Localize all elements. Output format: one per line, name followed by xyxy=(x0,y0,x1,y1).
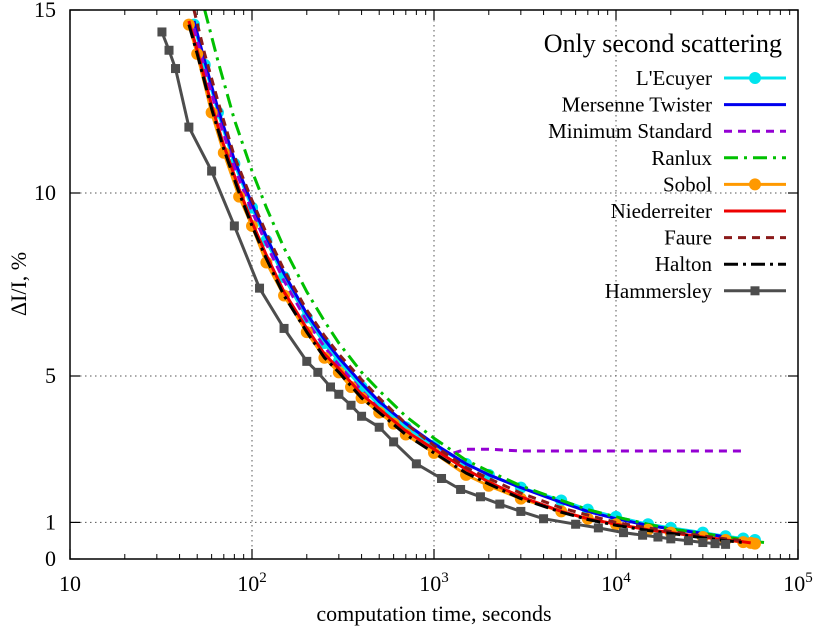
data-point xyxy=(710,539,720,549)
legend-item-faure: Faure xyxy=(664,226,786,250)
y-tick-label: 15 xyxy=(34,0,56,22)
y-tick-label: 10 xyxy=(34,180,56,205)
series-hammersley xyxy=(157,27,731,549)
legend-label: L'Ecuyer xyxy=(636,66,712,90)
x-axis-label: computation time, seconds xyxy=(316,601,551,626)
data-point xyxy=(207,166,217,176)
legend-label: Halton xyxy=(655,252,713,276)
grid-layer xyxy=(70,10,798,559)
series-minimum-standard xyxy=(192,27,744,457)
data-point xyxy=(653,532,663,542)
data-point xyxy=(302,356,312,366)
legend-item-sobol: Sobol xyxy=(663,172,786,196)
data-point xyxy=(346,400,356,410)
series-line-ranlux xyxy=(203,10,765,544)
data-point xyxy=(374,422,384,432)
series-line-halton xyxy=(187,24,744,544)
data-point xyxy=(334,389,344,399)
series-line-niederreiter xyxy=(187,20,751,545)
legend-label: Minimum Standard xyxy=(548,119,712,143)
legend-item-mersenne-twister: Mersenne Twister xyxy=(562,93,786,117)
data-point xyxy=(666,534,676,544)
legend-item-l-ecuyer: L'Ecuyer xyxy=(636,66,786,90)
data-point xyxy=(619,528,629,538)
data-point xyxy=(279,323,289,333)
data-point xyxy=(698,538,708,548)
data-point xyxy=(593,523,603,533)
data-point xyxy=(495,499,505,509)
data-point xyxy=(539,514,549,524)
y-tick-label: 0 xyxy=(45,546,56,571)
y-axis-label: ΔI/I, % xyxy=(6,252,31,316)
legend-marker xyxy=(749,72,761,84)
series-halton xyxy=(187,24,744,544)
legend: Only second scattering L'Ecuyer Mersenne … xyxy=(544,29,786,303)
data-point xyxy=(184,122,194,132)
data-point xyxy=(357,411,367,421)
series-ranlux xyxy=(203,10,765,544)
legend-item-ranlux: Ranlux xyxy=(651,146,786,170)
legend-item-minimum-standard: Minimum Standard xyxy=(548,119,786,143)
series-faure xyxy=(192,10,744,543)
legend-item-halton: Halton xyxy=(655,252,786,276)
data-point xyxy=(389,437,399,447)
data-point xyxy=(313,367,323,377)
x-tick-label: 104 xyxy=(601,570,631,596)
x-tick-label: 105 xyxy=(783,570,813,596)
data-point xyxy=(571,519,581,529)
x-tick-label: 102 xyxy=(237,570,267,596)
data-point xyxy=(157,27,167,37)
data-point xyxy=(721,539,731,549)
series-line-faure xyxy=(192,10,744,543)
legend-marker xyxy=(749,178,761,191)
data-point xyxy=(164,45,174,55)
data-point xyxy=(326,382,336,392)
y-tick-label: 5 xyxy=(45,363,56,388)
data-point xyxy=(638,530,648,540)
legend-label: Sobol xyxy=(663,172,712,196)
data-point xyxy=(255,283,265,293)
x-tick-label: 10 xyxy=(59,571,81,596)
data-point xyxy=(516,506,526,516)
data-point xyxy=(411,459,421,469)
legend-marker xyxy=(750,286,760,296)
y-tick-label: 1 xyxy=(45,509,56,534)
legend-item-niederreiter: Niederreiter xyxy=(611,199,786,223)
data-point xyxy=(437,473,447,483)
legend-label: Faure xyxy=(664,226,712,250)
series-line-minimum-standard xyxy=(192,27,744,457)
legend-label: Hammersley xyxy=(605,279,713,303)
data-point xyxy=(456,484,466,494)
legend-label: Ranlux xyxy=(651,146,712,170)
data-point xyxy=(748,537,761,550)
data-point xyxy=(683,536,693,546)
x-tick-label: 103 xyxy=(419,570,449,596)
data-point xyxy=(475,492,485,502)
legend-title: Only second scattering xyxy=(544,29,782,58)
legend-item-hammersley: Hammersley xyxy=(605,279,786,303)
data-point xyxy=(171,64,181,74)
legend-label: Niederreiter xyxy=(611,199,712,223)
series-niederreiter xyxy=(187,20,751,545)
data-point xyxy=(229,221,239,231)
series-layer xyxy=(157,10,765,550)
legend-label: Mersenne Twister xyxy=(562,93,712,117)
